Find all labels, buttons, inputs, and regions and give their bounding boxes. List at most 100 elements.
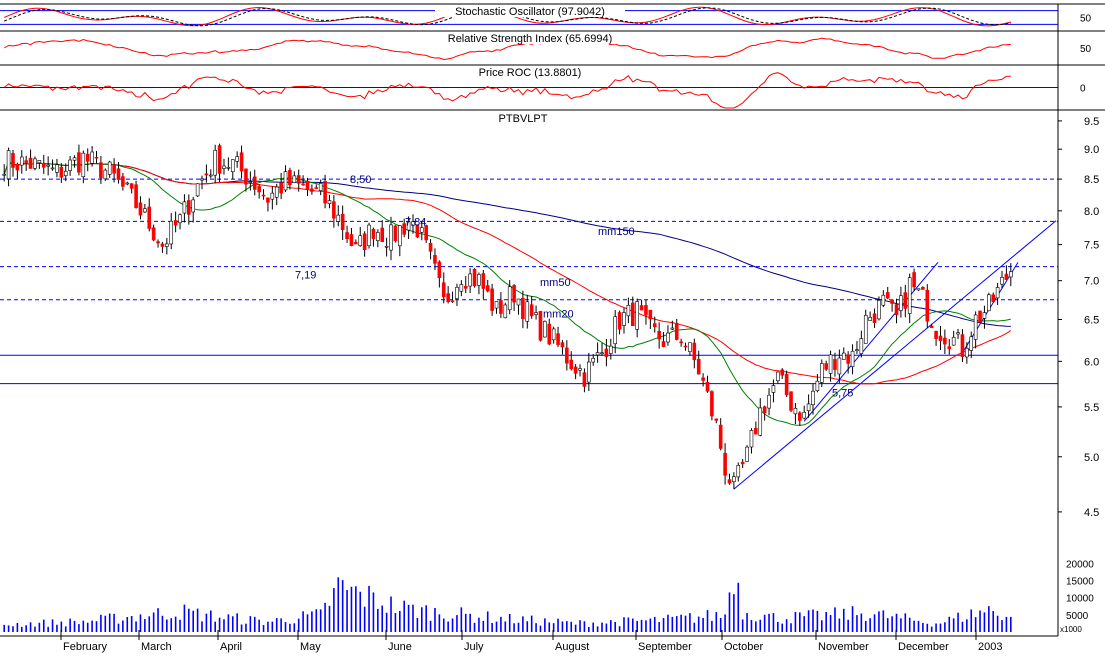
- candle-up: [758, 407, 763, 436]
- candle-up: [411, 221, 415, 226]
- candle-down: [657, 331, 661, 340]
- candle-up: [398, 225, 402, 247]
- candle-down: [991, 294, 996, 303]
- candle-up: [868, 317, 872, 321]
- candle-up: [318, 183, 323, 191]
- candle-up: [881, 294, 886, 306]
- candle-down: [499, 300, 503, 314]
- candle-up: [670, 327, 675, 330]
- candle-up: [666, 332, 670, 343]
- candle-up: [749, 430, 754, 448]
- candle-down: [437, 261, 442, 278]
- candle-down: [156, 241, 160, 244]
- candle-up: [37, 160, 42, 164]
- candle-down: [94, 156, 99, 159]
- candle-down: [556, 333, 560, 345]
- candle-up: [6, 150, 11, 180]
- candle-down: [727, 479, 732, 484]
- candle-down: [560, 342, 565, 348]
- price-tick-label: 9.5: [1084, 116, 1099, 128]
- candle-up: [877, 300, 881, 320]
- candle-down: [173, 220, 178, 226]
- candle-up: [235, 156, 239, 162]
- candle-up: [33, 158, 37, 169]
- panel-tick: 50: [1080, 44, 1092, 55]
- candle-down: [301, 183, 305, 186]
- candle-up: [837, 357, 842, 375]
- candle-down: [885, 292, 890, 299]
- candle-up: [534, 312, 538, 315]
- trend-line: [803, 262, 939, 422]
- candle-up: [995, 287, 1000, 299]
- candle-down: [441, 282, 446, 298]
- candle-up: [850, 350, 855, 367]
- candle-down: [521, 297, 525, 320]
- month-label: November: [818, 641, 869, 653]
- candle-up: [459, 284, 464, 292]
- candle-up: [622, 312, 626, 326]
- candle-down: [780, 369, 785, 376]
- candle-up: [899, 295, 903, 311]
- candle-up: [973, 314, 978, 340]
- candle-down: [332, 201, 336, 219]
- candle-down: [824, 363, 828, 370]
- candle-down: [266, 197, 270, 203]
- candle-down: [424, 225, 428, 241]
- candle-down: [538, 310, 543, 341]
- candle-up: [688, 342, 692, 352]
- candle-down: [512, 285, 516, 303]
- month-label: October: [724, 641, 763, 653]
- price-tick-label: 4.5: [1084, 507, 1099, 519]
- candle-down: [652, 323, 657, 328]
- month-label: August: [555, 641, 589, 653]
- price-tick-label: 8.0: [1084, 206, 1099, 218]
- candle-down: [279, 182, 283, 194]
- candle-down: [371, 228, 376, 239]
- candle-down: [569, 359, 574, 369]
- candle-down: [428, 243, 433, 252]
- candle-down: [296, 175, 301, 184]
- price-tick-label: 6.0: [1084, 356, 1099, 368]
- candle-down: [784, 373, 789, 396]
- candle-down: [644, 305, 648, 316]
- candle-down: [714, 418, 719, 421]
- candle-up: [732, 476, 736, 483]
- candle-up: [419, 227, 424, 233]
- candle-down: [683, 345, 688, 348]
- candle-up: [551, 328, 556, 341]
- candle-up: [46, 164, 50, 167]
- candle-up: [595, 352, 600, 356]
- candle-up: [525, 301, 530, 322]
- candle-down: [565, 347, 569, 364]
- candle-up: [283, 171, 288, 191]
- candle-up: [169, 220, 174, 245]
- panel-title-background: [435, 5, 625, 17]
- candle-down: [85, 153, 90, 162]
- month-label: September: [638, 641, 692, 653]
- candle-up: [965, 347, 969, 358]
- candle-down: [960, 334, 965, 357]
- candle-up: [951, 336, 956, 346]
- candle-up: [613, 316, 617, 345]
- chart-annotation: mm150: [598, 226, 635, 238]
- axes: 9.5 9.0 8.5 8.0 7.5 7.0 6.5 6.0 5.5 5.0 4.5 20000 15…: [0, 4, 1099, 653]
- candle-up: [771, 385, 776, 393]
- panel-title-background: [471, 66, 589, 78]
- candle-up: [50, 167, 55, 170]
- candle-down: [481, 273, 486, 289]
- candle-down: [547, 323, 552, 345]
- candle-up: [793, 407, 798, 415]
- candle-down: [490, 288, 494, 311]
- candle-down: [305, 180, 310, 190]
- candle-up: [292, 175, 297, 183]
- candle-up: [600, 352, 604, 355]
- candle-down: [41, 163, 46, 168]
- candle-down: [15, 163, 20, 171]
- candle-up: [507, 286, 512, 311]
- month-label: February: [63, 641, 108, 653]
- candle-down: [288, 169, 292, 186]
- candle-down: [921, 286, 925, 290]
- panel-tick: 50: [1080, 14, 1092, 25]
- candle-down: [978, 310, 982, 323]
